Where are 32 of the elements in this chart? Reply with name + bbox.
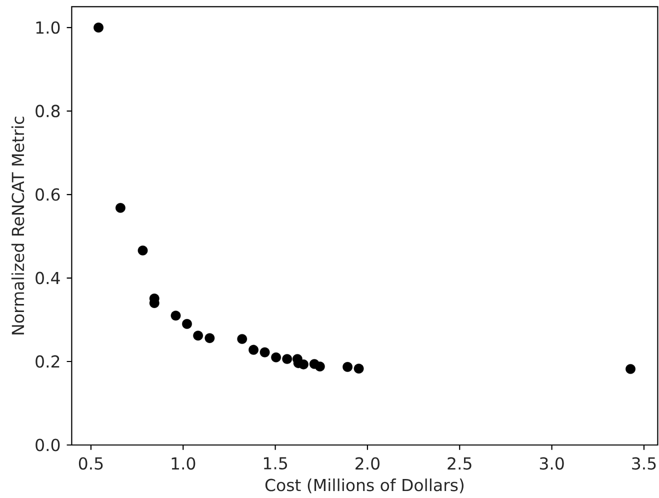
point [193, 330, 204, 341]
point [282, 354, 292, 364]
point [342, 362, 353, 372]
x-tick-label: 1.5 [264, 457, 287, 470]
point [138, 246, 148, 256]
point [237, 334, 248, 344]
y-tick-label: 0.6 [36, 188, 60, 201]
y-tick-label: 1.0 [36, 21, 60, 34]
x-tick-label: 0.5 [78, 457, 103, 470]
point [182, 318, 192, 329]
point [204, 333, 215, 344]
y-tick-label: 0.8 [36, 104, 60, 118]
point [94, 22, 104, 33]
y-tick-label: 0.2 [36, 355, 60, 368]
x-tick-label: 2.5 [448, 457, 472, 470]
point [260, 347, 270, 358]
point [298, 359, 308, 370]
x-tick-label: 3.0 [540, 457, 564, 470]
x-axis-title: Cost (Millions of Dollars) [265, 478, 464, 494]
point [354, 364, 364, 374]
point [626, 364, 636, 374]
point [271, 352, 281, 362]
point [248, 344, 259, 355]
point [170, 310, 181, 321]
y-tick-label: 0.4 [36, 272, 60, 284]
x-tick-label: 2.0 [356, 457, 380, 470]
y-axis-title: Normalized ReNCAT Metric [11, 116, 24, 334]
point [116, 202, 126, 213]
x-tick-label: 1.0 [172, 457, 196, 470]
x-tick-label: 3.5 [632, 457, 656, 470]
y-tick-label: 0.0 [36, 438, 60, 452]
point [314, 362, 325, 372]
